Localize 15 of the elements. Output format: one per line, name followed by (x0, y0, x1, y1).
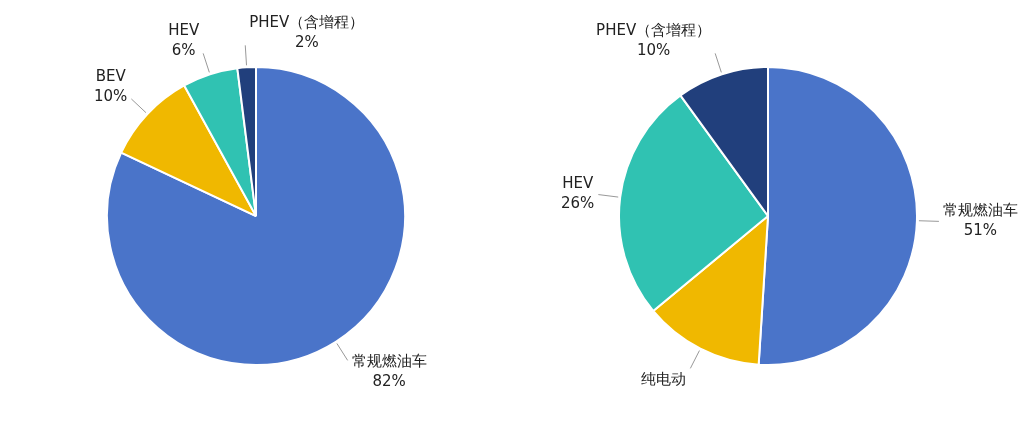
slice-label: PHEV（含增程） (596, 21, 712, 40)
slice-label: 纯电动 (641, 370, 687, 389)
data-label: 10% (636, 41, 671, 60)
data-label: 26% (561, 194, 595, 213)
slice-label: PHEV（含增程） (249, 13, 365, 32)
data-label: 2% (294, 33, 319, 52)
slice-label: BEV (95, 66, 127, 85)
data-label: 51% (963, 221, 998, 240)
slice-label: 常规燃油车 (942, 201, 1018, 220)
data-label: 82% (372, 372, 406, 391)
slice-label: 常规燃油车 (351, 352, 427, 371)
data-label: 10% (94, 86, 128, 105)
slice-label: HEV (562, 174, 594, 193)
data-label: 6% (171, 41, 196, 60)
slice-label: HEV (168, 21, 200, 40)
